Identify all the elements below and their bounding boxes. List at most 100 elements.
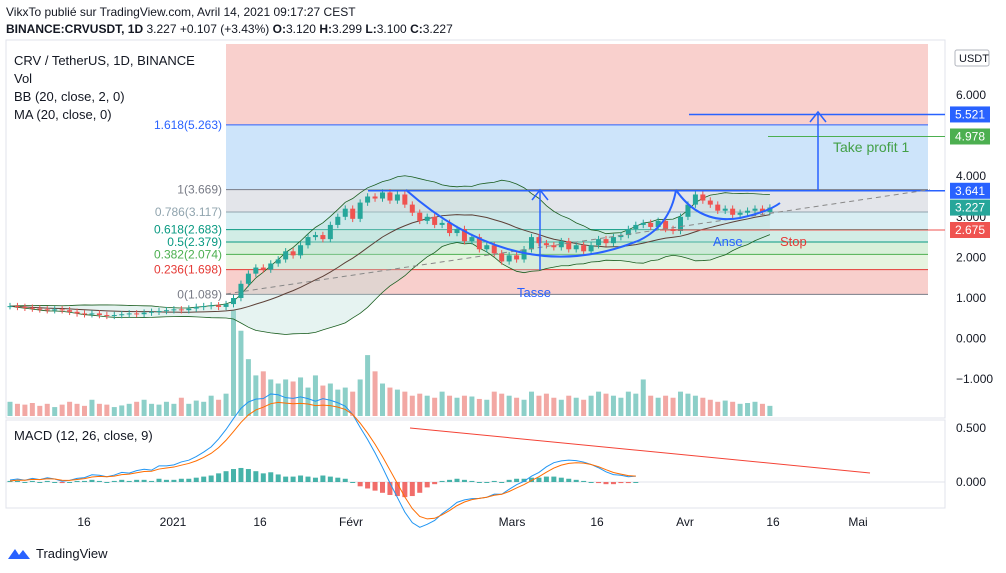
macd-histogram-bar (484, 482, 490, 483)
candle (678, 216, 683, 232)
volume-bar (700, 397, 706, 416)
macd-histogram-bar (625, 482, 631, 484)
macd-histogram-bar (22, 482, 28, 483)
candle (387, 192, 393, 201)
macd-histogram-bar (89, 479, 95, 482)
volume-bar (394, 389, 400, 416)
volume-bar (640, 379, 646, 416)
candle (245, 273, 251, 284)
brand-logo: TradingView (36, 546, 108, 561)
volume-bar (633, 393, 639, 416)
volume-bar (380, 383, 385, 416)
time-tick-label: Avr (676, 515, 694, 529)
fib-zone-236 (226, 269, 928, 295)
volume-bar (439, 391, 445, 416)
price-tick-label: 0.000 (956, 332, 986, 346)
macd-tick-label: 0.000 (956, 475, 986, 489)
volume-bar (447, 395, 453, 416)
candle (260, 267, 266, 270)
macd-histogram-bar (37, 482, 43, 483)
candle (201, 306, 207, 308)
legend-bollinger: BB (20, close, 2, 0) (14, 89, 125, 104)
candle (149, 311, 155, 313)
volume-bar (670, 397, 676, 416)
price-badge-label: 2.675 (955, 223, 985, 237)
tradingview-footer[interactable]: TradingView (8, 546, 108, 561)
volume-bar (365, 355, 371, 416)
price-badge-label: 3.227 (955, 201, 985, 215)
volume-bar (14, 403, 20, 416)
volume-bar (208, 395, 214, 416)
volume-bar (655, 397, 661, 416)
take-profit-label: Take profit 1 (833, 139, 909, 155)
high-value: 3.299 (332, 22, 363, 36)
cup-label: Tasse (517, 285, 551, 300)
macd-histogram-bar (223, 471, 229, 482)
candle (700, 194, 706, 201)
macd-histogram-bar (603, 482, 609, 485)
candle (566, 241, 572, 250)
candle (581, 245, 587, 252)
volume-bar (707, 399, 713, 416)
candle (461, 228, 467, 242)
candle (573, 245, 579, 250)
macd-histogram-bar (126, 480, 132, 482)
arrow-head (809, 110, 827, 123)
candle (253, 267, 259, 274)
macd-histogram-bar (327, 476, 333, 482)
volume-bar (29, 403, 35, 416)
candle (126, 313, 132, 315)
macd-histogram-bar (74, 480, 80, 482)
volume-bar (67, 401, 73, 416)
volume-bar (596, 391, 602, 416)
macd-histogram-bar (506, 479, 512, 482)
volume-bar (253, 375, 259, 416)
candle (417, 212, 423, 221)
macd-histogram-bar (290, 476, 296, 482)
candle (67, 310, 73, 312)
macd-line (9, 393, 636, 528)
macd-histogram-bar (573, 479, 579, 482)
volume-bar (402, 391, 408, 416)
candle (305, 237, 311, 246)
macd-histogram-bar (268, 472, 274, 482)
candle (14, 306, 20, 308)
price-badge-label: 3.641 (955, 184, 985, 198)
macd-tick-label: 0.500 (956, 421, 986, 435)
volume-bar (715, 401, 721, 416)
volume-bar (59, 404, 65, 416)
candle (141, 312, 147, 315)
candle (685, 204, 691, 217)
macd-histogram-bar (581, 480, 587, 482)
volume-bar (245, 359, 251, 416)
price-badge (950, 128, 990, 145)
macd-histogram-bar (178, 478, 184, 482)
macd-histogram-bar (394, 482, 400, 497)
volume-bar (320, 385, 326, 416)
candle (737, 212, 743, 215)
volume-bar (409, 395, 415, 416)
candle (186, 308, 192, 311)
price-badge-label: 5.521 (955, 107, 985, 121)
candle (96, 313, 102, 316)
candle (342, 208, 348, 217)
candle (506, 255, 512, 262)
time-tick-label: 16 (590, 515, 604, 529)
candle (439, 222, 445, 225)
candle (596, 239, 602, 246)
macd-histogram-bar (96, 480, 102, 482)
candle (610, 237, 616, 244)
candle (231, 298, 236, 305)
candle (402, 194, 408, 205)
candle (59, 309, 65, 311)
volume-bar (52, 407, 58, 416)
candle (499, 253, 505, 262)
macd-histogram-bar (201, 476, 207, 482)
volume-bar (722, 400, 728, 416)
candle (409, 204, 415, 213)
volume-bar (74, 403, 80, 416)
volume-bar (625, 391, 631, 416)
macd-histogram-bar (231, 469, 236, 482)
candle (111, 315, 117, 317)
